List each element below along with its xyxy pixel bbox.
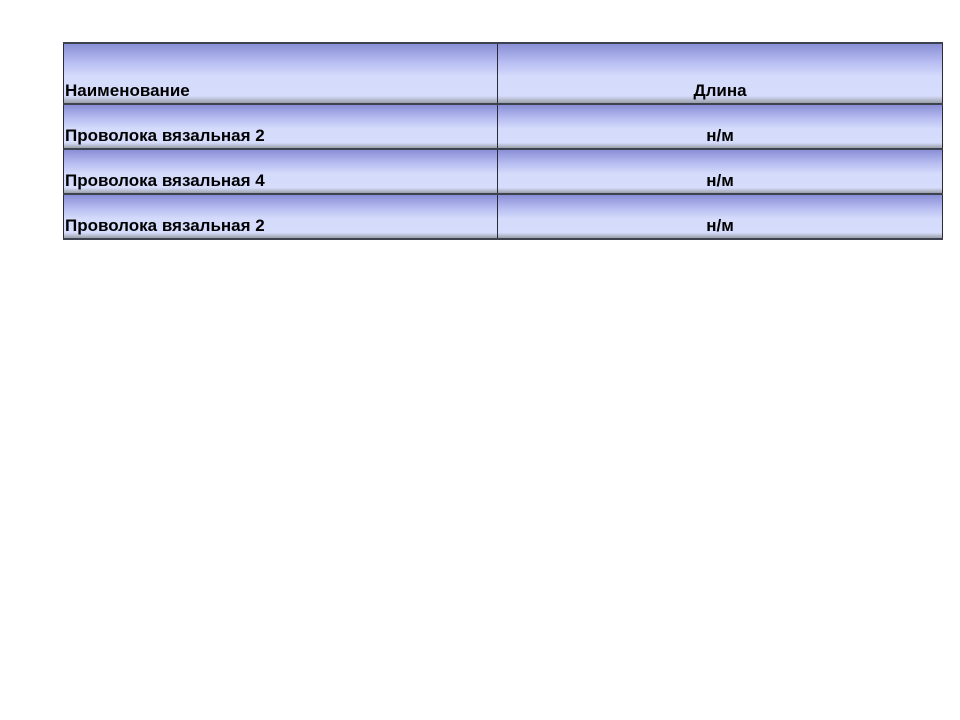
table-header-row: Наименование Длина [63,42,943,105]
header-name: Наименование [63,42,498,105]
cell-length: н/м [497,194,943,240]
cell-length: н/м [497,149,943,195]
table-row: Проволока вязальная 2 н/м [63,104,943,150]
cell-length: н/м [497,104,943,150]
materials-table: Наименование Длина Проволока вязальная 2… [63,42,943,240]
cell-name: Проволока вязальная 4 [63,149,498,195]
cell-name: Проволока вязальная 2 [63,194,498,240]
table-row: Проволока вязальная 4 н/м [63,149,943,195]
header-length: Длина [497,42,943,105]
table-row: Проволока вязальная 2 н/м [63,194,943,240]
cell-name: Проволока вязальная 2 [63,104,498,150]
